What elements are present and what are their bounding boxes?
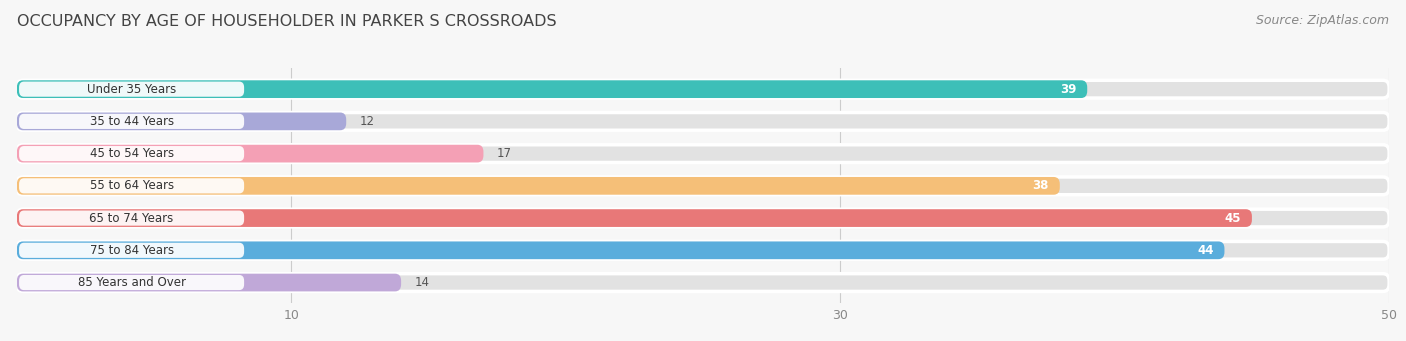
FancyBboxPatch shape (17, 145, 484, 162)
FancyBboxPatch shape (20, 275, 245, 290)
Text: 85 Years and Over: 85 Years and Over (77, 276, 186, 289)
FancyBboxPatch shape (17, 80, 1389, 98)
Text: 65 to 74 Years: 65 to 74 Years (90, 211, 174, 225)
FancyBboxPatch shape (20, 210, 245, 226)
FancyBboxPatch shape (20, 81, 245, 97)
Text: 39: 39 (1060, 83, 1076, 95)
FancyBboxPatch shape (17, 113, 346, 130)
FancyBboxPatch shape (17, 274, 1389, 292)
FancyBboxPatch shape (20, 114, 245, 129)
FancyBboxPatch shape (20, 146, 245, 161)
Text: 45: 45 (1225, 211, 1241, 225)
Text: 14: 14 (415, 276, 430, 289)
Text: 38: 38 (1032, 179, 1049, 192)
FancyBboxPatch shape (17, 80, 1087, 98)
FancyBboxPatch shape (17, 209, 1251, 227)
FancyBboxPatch shape (17, 177, 1060, 195)
Text: 35 to 44 Years: 35 to 44 Years (90, 115, 174, 128)
FancyBboxPatch shape (17, 177, 1389, 195)
FancyBboxPatch shape (17, 274, 401, 292)
Text: 55 to 64 Years: 55 to 64 Years (90, 179, 174, 192)
Text: 17: 17 (498, 147, 512, 160)
FancyBboxPatch shape (20, 243, 245, 258)
FancyBboxPatch shape (20, 178, 245, 193)
Text: Source: ZipAtlas.com: Source: ZipAtlas.com (1256, 14, 1389, 27)
FancyBboxPatch shape (17, 113, 1389, 130)
FancyBboxPatch shape (17, 241, 1389, 259)
Text: 12: 12 (360, 115, 375, 128)
FancyBboxPatch shape (17, 209, 1389, 227)
Text: 44: 44 (1197, 244, 1213, 257)
FancyBboxPatch shape (17, 145, 1389, 162)
Text: Under 35 Years: Under 35 Years (87, 83, 176, 95)
Text: 75 to 84 Years: 75 to 84 Years (90, 244, 174, 257)
FancyBboxPatch shape (17, 241, 1225, 259)
Text: OCCUPANCY BY AGE OF HOUSEHOLDER IN PARKER S CROSSROADS: OCCUPANCY BY AGE OF HOUSEHOLDER IN PARKE… (17, 14, 557, 29)
Text: 45 to 54 Years: 45 to 54 Years (90, 147, 174, 160)
